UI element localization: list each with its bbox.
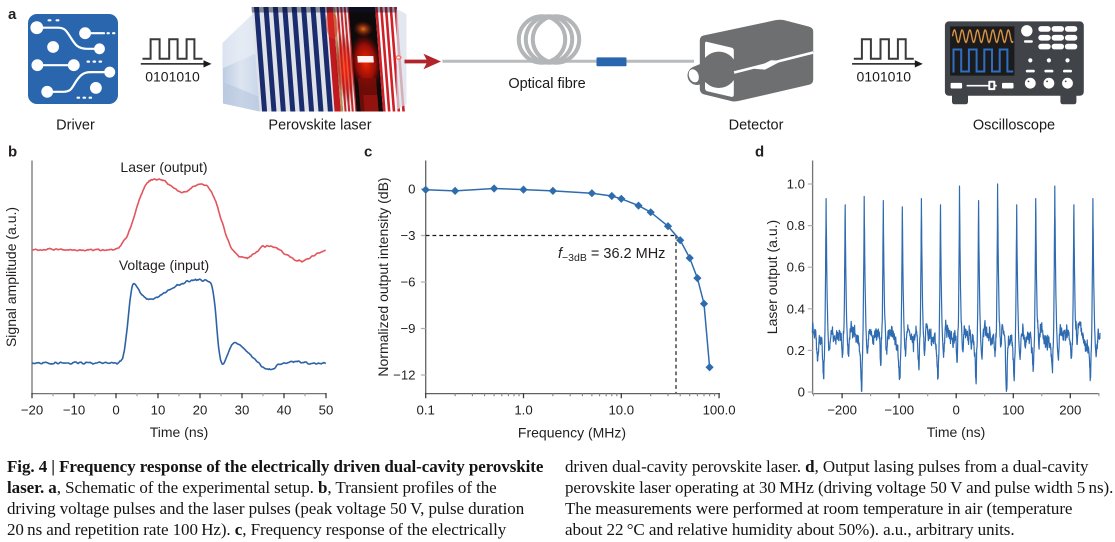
svg-text:0: 0 <box>408 182 415 197</box>
svg-text:−9: −9 <box>400 321 415 336</box>
svg-text:1.0: 1.0 <box>514 403 532 418</box>
svg-text:100.0: 100.0 <box>703 403 736 418</box>
svg-text:−12: −12 <box>393 368 415 383</box>
svg-text:30: 30 <box>235 403 250 418</box>
svg-text:c: c <box>364 144 372 161</box>
svg-text:−20: −20 <box>21 403 43 418</box>
svg-text:0.2: 0.2 <box>787 343 805 358</box>
svg-text:f−3dB = 36.2 MHz: f−3dB = 36.2 MHz <box>558 246 665 264</box>
svg-text:Voltage (input): Voltage (input) <box>119 257 209 273</box>
svg-text:Laser output (a.u.): Laser output (a.u.) <box>764 220 780 334</box>
svg-text:0.6: 0.6 <box>787 260 805 275</box>
svg-text:d: d <box>755 144 764 161</box>
svg-text:0.4: 0.4 <box>787 301 805 316</box>
svg-text:Driver: Driver <box>56 118 95 134</box>
svg-text:40: 40 <box>277 403 292 418</box>
svg-text:0: 0 <box>953 403 960 418</box>
svg-text:0101010: 0101010 <box>857 69 912 85</box>
svg-text:Time (ns): Time (ns) <box>150 424 209 440</box>
svg-text:200: 200 <box>1059 403 1081 418</box>
svg-text:100: 100 <box>1002 403 1024 418</box>
svg-text:0.8: 0.8 <box>787 218 805 233</box>
svg-text:−100: −100 <box>884 403 914 418</box>
svg-text:−200: −200 <box>827 403 857 418</box>
svg-text:0: 0 <box>798 385 805 400</box>
svg-text:−10: −10 <box>63 403 85 418</box>
svg-text:10: 10 <box>151 403 166 418</box>
svg-text:0101010: 0101010 <box>145 69 200 85</box>
svg-text:Laser (output): Laser (output) <box>120 159 207 175</box>
svg-text:0: 0 <box>112 403 119 418</box>
svg-text:−3: −3 <box>400 228 415 243</box>
svg-text:0.1: 0.1 <box>417 403 435 418</box>
svg-text:10.0: 10.0 <box>608 403 634 418</box>
svg-text:−6: −6 <box>400 275 415 290</box>
svg-text:Optical fibre: Optical fibre <box>508 76 585 92</box>
svg-text:Signal amplitude (a.u.): Signal amplitude (a.u.) <box>3 207 19 347</box>
svg-text:Frequency (MHz): Frequency (MHz) <box>518 425 626 441</box>
svg-text:Detector: Detector <box>729 118 784 134</box>
svg-text:1.0: 1.0 <box>787 177 805 192</box>
svg-text:Time (ns): Time (ns) <box>927 424 986 440</box>
svg-text:a: a <box>8 6 17 23</box>
svg-text:Oscilloscope: Oscilloscope <box>973 118 1055 134</box>
svg-text:Normalized output intensity (d: Normalized output intensity (dB) <box>375 177 391 376</box>
svg-text:b: b <box>8 144 17 161</box>
svg-text:50: 50 <box>319 403 334 418</box>
svg-text:20: 20 <box>193 403 208 418</box>
svg-text:Perovskite laser: Perovskite laser <box>268 118 371 134</box>
